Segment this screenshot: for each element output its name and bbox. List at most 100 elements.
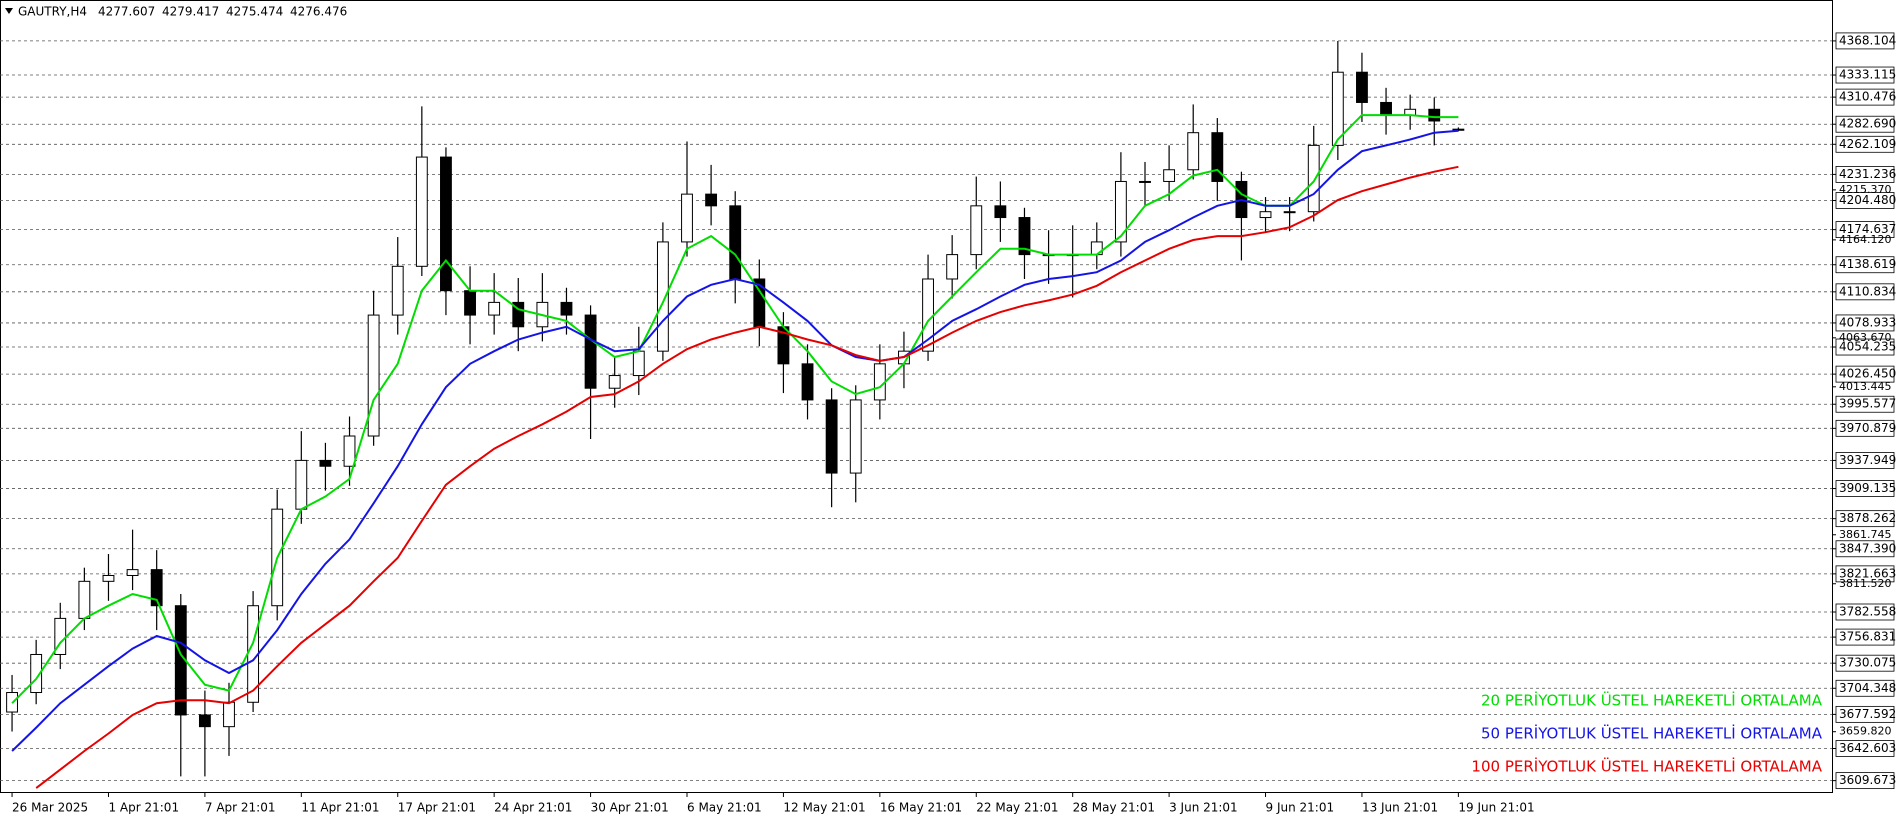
y-tick-label: 3782.558: [1839, 604, 1896, 618]
y-tick-box: [1835, 115, 1895, 133]
y-tick-label: 4310.476: [1839, 90, 1896, 104]
y-tick-box: [1835, 66, 1895, 84]
ema-line: [35, 165, 1459, 789]
x-tick-label: 16 May 21:01: [880, 801, 962, 815]
candle-body: [1139, 180, 1151, 183]
candle-body: [1356, 71, 1368, 103]
x-tick-label: 26 Mar 2025: [12, 801, 88, 815]
candle-body: [415, 156, 428, 267]
candle-body: [1452, 128, 1465, 131]
candle-body: [223, 701, 235, 728]
candle-body: [1211, 132, 1224, 182]
y-tick-label: 3909.135: [1839, 481, 1896, 495]
ema-line: [11, 129, 1459, 752]
candle-body: [512, 301, 525, 328]
y-tick-box: [1835, 772, 1895, 790]
plot-frame: [0, 0, 1833, 793]
menu-arrow[interactable]: [5, 8, 13, 14]
y-tick-box: [1835, 540, 1895, 558]
y-minor-tick-label: 3861.745: [1839, 528, 1892, 541]
x-tick-label: 12 May 21:01: [783, 801, 865, 815]
y-tick-box: [1835, 654, 1895, 672]
x-tick-label: 24 Apr 21:01: [494, 801, 572, 815]
candle-body: [1307, 144, 1320, 213]
x-tick-label: 3 Jun 21:01: [1169, 801, 1238, 815]
legend-entry: 50 PERİYOTLUK ÜSTEL HAREKETLİ ORTALAMA: [1481, 724, 1823, 743]
quote-high: 4279.417: [162, 5, 219, 19]
x-tick-label: 6 May 21:01: [687, 801, 762, 815]
candle-body: [150, 569, 163, 607]
candle-body: [656, 241, 669, 352]
y-tick-label: 3756.831: [1839, 630, 1896, 644]
y-tick-box: [1835, 740, 1895, 757]
x-tick-label: 17 Apr 21:01: [398, 801, 476, 815]
x-tick-label: 19 Jun 21:01: [1458, 801, 1534, 815]
y-tick-label: 3677.592: [1839, 707, 1896, 721]
candle-body: [946, 254, 959, 280]
candle-body: [319, 459, 332, 467]
candle-body: [1259, 211, 1272, 219]
y-tick-label: 3609.673: [1839, 773, 1896, 787]
y-tick-label: 4054.235: [1839, 340, 1896, 354]
y-tick-label: 3642.603: [1839, 741, 1896, 755]
candle-body: [367, 314, 380, 437]
y-tick-label: 3995.577: [1839, 397, 1896, 411]
y-tick-box: [1835, 135, 1895, 153]
y-minor-tick-label: 4164.120: [1839, 233, 1892, 246]
candle-body: [78, 580, 91, 619]
y-tick-label: 4333.115: [1839, 68, 1896, 82]
x-tick-label: 1 Apr 21:01: [108, 801, 179, 815]
candle-body: [1163, 169, 1176, 182]
y-minor-tick-label: 4063.670: [1839, 331, 1892, 344]
candle-body: [560, 301, 573, 316]
candle-body: [1428, 108, 1441, 122]
y-minor-tick-label: 3811.520: [1839, 577, 1892, 590]
candle-body: [488, 301, 501, 316]
candle-body: [873, 363, 886, 401]
y-tick-label: 4262.109: [1839, 137, 1896, 151]
y-minor-tick-label: 4013.445: [1839, 380, 1892, 393]
y-tick-box: [1835, 705, 1895, 723]
y-tick-label: 4138.619: [1839, 257, 1896, 271]
quote-low: 4275.474: [226, 5, 283, 19]
y-tick-label: 4110.834: [1839, 284, 1896, 298]
y-tick-label: 4078.933: [1839, 315, 1896, 329]
y-tick-box: [1835, 314, 1895, 332]
y-tick-label: 3878.262: [1839, 511, 1896, 525]
y-tick-box: [1835, 452, 1895, 469]
candle-body: [126, 569, 139, 576]
candle-body: [464, 290, 476, 316]
y-minor-tick-label: 4215.370: [1839, 183, 1892, 196]
y-tick-box: [1835, 419, 1895, 437]
candle-body: [1331, 71, 1344, 146]
y-tick-box: [1835, 256, 1895, 274]
y-tick-label: 4026.450: [1839, 367, 1896, 381]
candle-body: [849, 399, 862, 474]
y-tick-box: [1835, 283, 1895, 301]
y-tick-box: [1835, 338, 1895, 356]
y-tick-label: 3730.075: [1839, 656, 1896, 670]
x-tick-label: 7 Apr 21:01: [205, 801, 276, 815]
candle-body: [1187, 132, 1200, 171]
candle-body: [295, 459, 308, 510]
y-tick-label: 4282.690: [1839, 117, 1896, 131]
candle-body: [632, 350, 645, 377]
candle-body: [391, 265, 404, 316]
candle-body: [1018, 217, 1031, 256]
candle-body: [343, 435, 356, 467]
x-tick-label: 9 Jun 21:01: [1266, 801, 1335, 815]
y-tick-box: [1835, 480, 1895, 497]
y-tick-box: [1835, 395, 1895, 413]
candle-body: [1283, 211, 1296, 214]
candle-body: [608, 375, 621, 389]
candle-body: [440, 156, 452, 292]
y-tick-box: [1835, 603, 1895, 621]
candle-body: [705, 193, 718, 207]
y-tick-box: [1835, 679, 1895, 697]
y-tick-box: [1835, 192, 1895, 209]
x-tick-label: 13 Jun 21:01: [1362, 801, 1438, 815]
y-tick-label: 4231.236: [1839, 167, 1896, 181]
y-tick-box: [1835, 510, 1895, 528]
candle-body: [681, 193, 693, 243]
